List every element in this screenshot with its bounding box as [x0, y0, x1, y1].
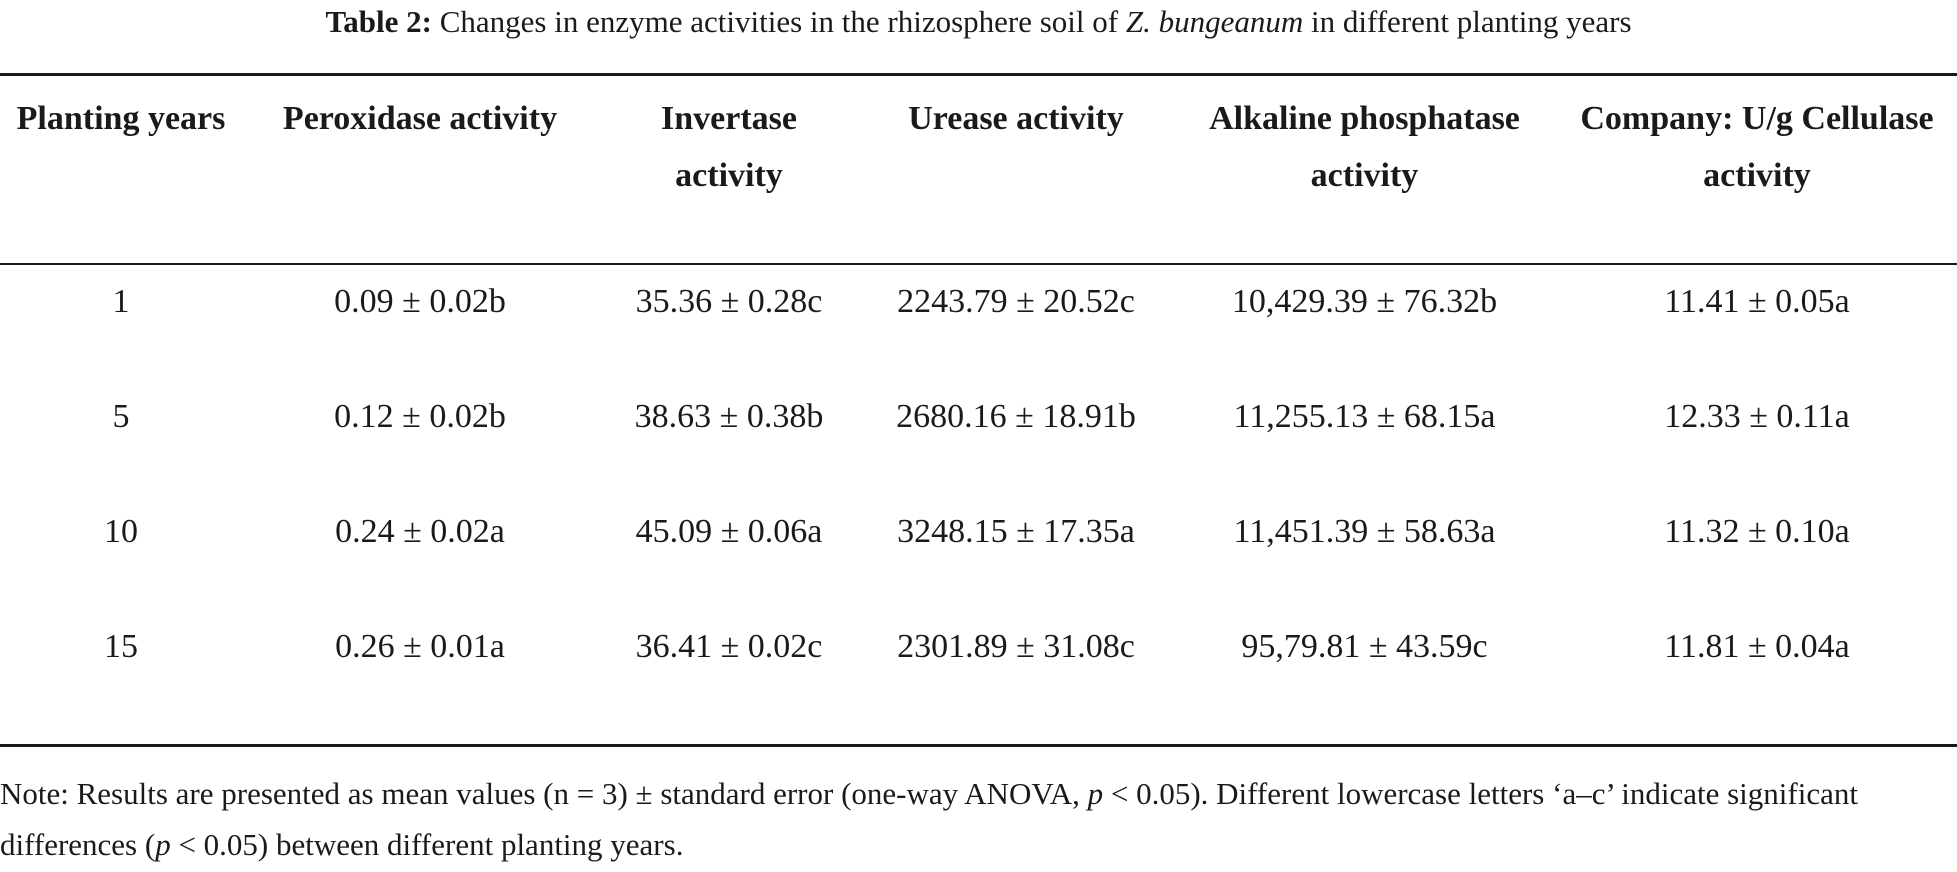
cell-invertase: 45.09 ± 0.06a — [635, 513, 823, 550]
table-top-rule — [0, 73, 1957, 76]
caption-species: Z. bungeanum — [1125, 4, 1304, 39]
table-header-row: Planting years Peroxidase activity Inver… — [0, 76, 1957, 263]
cell-urease: 3248.15 ± 17.35a — [897, 513, 1135, 550]
cell-invertase: 36.41 ± 0.02c — [635, 628, 823, 665]
cell-peroxidase: 0.24 ± 0.02a — [335, 513, 505, 550]
table-bottom-rule — [0, 744, 1957, 747]
note-part-2: < 0.05). Different lowercase letters ‘a–… — [0, 776, 1858, 862]
table-row: 15 0.26 ± 0.01a 36.41 ± 0.02c 2301.89 ± … — [0, 608, 1957, 723]
cell-cellulase: 11.81 ± 0.04a — [1664, 628, 1850, 665]
cell-urease: 2243.79 ± 20.52c — [897, 283, 1135, 320]
cell-planting-years: 10 — [104, 513, 138, 550]
cell-peroxidase: 0.26 ± 0.01a — [335, 628, 505, 665]
cell-cellulase: 11.41 ± 0.05a — [1664, 283, 1850, 320]
cell-cellulase: 11.32 ± 0.10a — [1664, 513, 1850, 550]
note-p-value-symbol: p — [155, 827, 171, 862]
header-planting-years: Planting years — [16, 100, 226, 137]
cell-invertase: 35.36 ± 0.28c — [635, 283, 823, 320]
header-invertase-activity: Invertase activity — [661, 100, 797, 194]
header-peroxidase-activity: Peroxidase activity — [282, 100, 558, 137]
cell-cellulase: 12.33 ± 0.11a — [1664, 398, 1850, 435]
cell-peroxidase: 0.12 ± 0.02b — [334, 398, 506, 435]
cell-peroxidase: 0.09 ± 0.02b — [334, 283, 506, 320]
cell-invertase: 38.63 ± 0.38b — [634, 398, 824, 435]
caption-text-before: Changes in enzyme activities in the rhiz… — [431, 4, 1126, 39]
table-header-rule — [0, 263, 1957, 265]
table-row: 1 0.09 ± 0.02b 35.36 ± 0.28c 2243.79 ± 2… — [0, 263, 1957, 378]
cell-alkaline-phosphatase: 10,429.39 ± 76.32b — [1231, 283, 1498, 320]
cell-alkaline-phosphatase: 11,255.13 ± 68.15a — [1233, 398, 1496, 435]
note-part-3: < 0.05) between different planting years… — [170, 827, 684, 862]
cell-urease: 2301.89 ± 31.08c — [897, 628, 1135, 665]
table-row: 10 0.24 ± 0.02a 45.09 ± 0.06a 3248.15 ± … — [0, 493, 1957, 608]
table-label: Table 2: — [325, 4, 432, 39]
cell-planting-years: 15 — [104, 628, 138, 665]
header-urease-activity: Urease activity — [908, 100, 1124, 137]
cell-planting-years: 1 — [112, 283, 130, 320]
header-cellulase-activity: Company: U/g Cellulase activity — [1580, 100, 1934, 194]
table-note: Note: Results are presented as mean valu… — [0, 768, 1957, 870]
table-row: 5 0.12 ± 0.02b 38.63 ± 0.38b 2680.16 ± 1… — [0, 378, 1957, 493]
cell-alkaline-phosphatase: 95,79.81 ± 43.59c — [1241, 628, 1488, 665]
note-p-value-symbol: p — [1087, 776, 1104, 811]
cell-alkaline-phosphatase: 11,451.39 ± 58.63a — [1233, 513, 1496, 550]
cell-urease: 2680.16 ± 18.91b — [896, 398, 1136, 435]
caption-text-after: in different planting years — [1303, 4, 1632, 39]
enzyme-activity-table: Planting years Peroxidase activity Inver… — [0, 76, 1957, 723]
table-caption: Table 2: Changes in enzyme activities in… — [0, 0, 1957, 52]
cell-planting-years: 5 — [112, 398, 130, 435]
header-alkaline-phosphatase-activity: Alkaline phosphatase activity — [1209, 100, 1520, 194]
note-part-1: Note: Results are presented as mean valu… — [0, 776, 1088, 811]
